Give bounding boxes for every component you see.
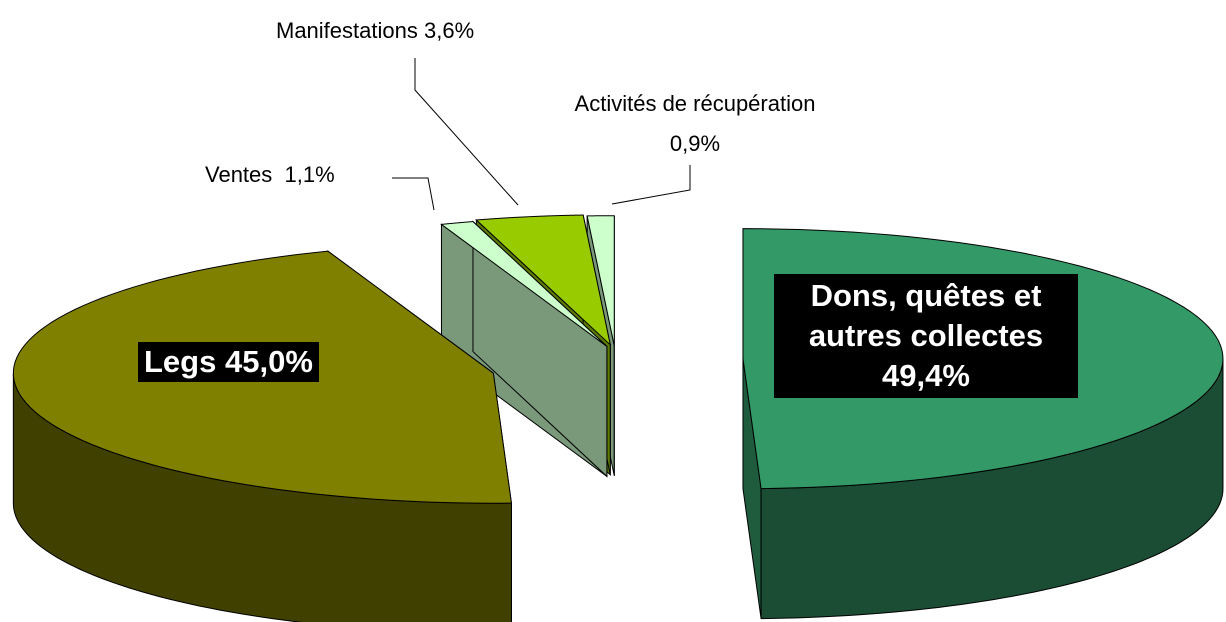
value-label: 49,4% [882, 358, 970, 393]
value-label: 1,1% [284, 162, 335, 187]
slice [440, 221, 608, 347]
slice-label: Ventes 1,1% [205, 160, 335, 190]
slice-label: Dons, quêtes et autres collectes 49,4% [774, 274, 1078, 398]
slice-label: Legs 45,0% [138, 342, 319, 382]
category-label: Activités de récupération [574, 91, 816, 116]
category-label: Manifestations [276, 18, 418, 43]
leader-line [392, 177, 435, 211]
slice-label: Manifestations 3,6% [276, 16, 474, 46]
category-label: Dons, quêtes et autres collectes [808, 278, 1044, 353]
value-label: 45,0% [224, 344, 313, 379]
slice [586, 215, 615, 346]
leader-line [611, 165, 691, 205]
slice [475, 214, 612, 347]
value-label: 0,9% [669, 131, 721, 156]
leader-line [414, 58, 519, 206]
value-label: 3,6% [423, 18, 475, 43]
slice-label: Activités de récupération 0,9% [560, 84, 830, 164]
category-label: Ventes [205, 162, 273, 187]
category-label: Legs [144, 344, 217, 379]
